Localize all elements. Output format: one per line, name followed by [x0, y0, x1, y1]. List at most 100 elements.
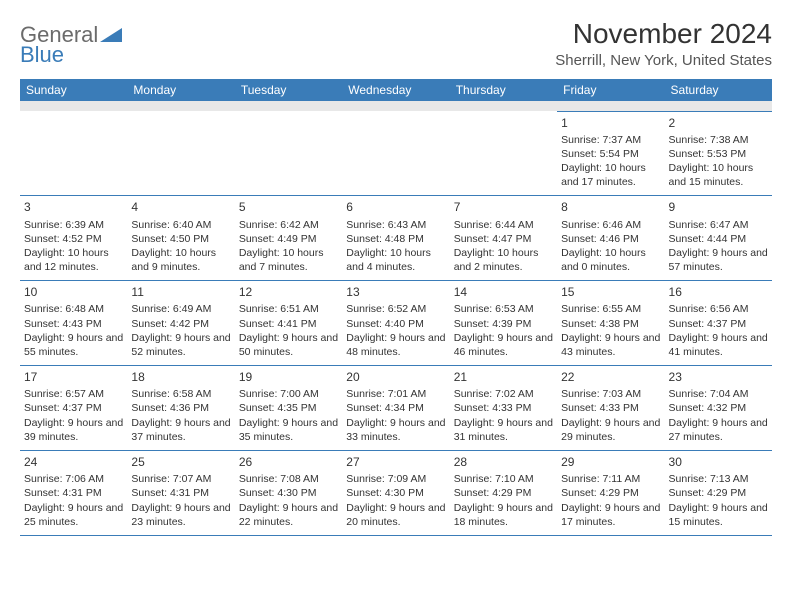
daylight-text: Daylight: 9 hours and 29 minutes.	[561, 416, 660, 444]
day-cell: 9Sunrise: 6:47 AMSunset: 4:44 PMDaylight…	[665, 196, 772, 281]
month-title: November 2024	[555, 18, 772, 50]
day-number: 23	[669, 369, 768, 385]
day-cell: 16Sunrise: 6:56 AMSunset: 4:37 PMDayligh…	[665, 281, 772, 366]
day-cell: 26Sunrise: 7:08 AMSunset: 4:30 PMDayligh…	[235, 451, 342, 536]
day-number: 24	[24, 454, 123, 470]
logo-triangle-icon	[100, 28, 122, 42]
calendar-table: SundayMondayTuesdayWednesdayThursdayFrid…	[20, 79, 772, 536]
day-cell: 7Sunrise: 6:44 AMSunset: 4:47 PMDaylight…	[450, 196, 557, 281]
sunrise-text: Sunrise: 7:11 AM	[561, 472, 660, 486]
day-cell: 25Sunrise: 7:07 AMSunset: 4:31 PMDayligh…	[127, 451, 234, 536]
day-cell: 22Sunrise: 7:03 AMSunset: 4:33 PMDayligh…	[557, 366, 664, 451]
sunset-text: Sunset: 4:34 PM	[346, 401, 445, 415]
sunset-text: Sunset: 4:52 PM	[24, 232, 123, 246]
spacer-row	[20, 101, 772, 111]
day-cell: 29 Sunrise: 7:11 AMSunset: 4:29 PMDayligh…	[557, 451, 664, 536]
sunrise-text: Sunrise: 7:37 AM	[561, 133, 660, 147]
day-number: 19	[239, 369, 338, 385]
daylight-text: Daylight: 10 hours and 9 minutes.	[131, 246, 230, 274]
day-cell: 5Sunrise: 6:42 AMSunset: 4:49 PMDaylight…	[235, 196, 342, 281]
logo-text-block: General Blue	[20, 22, 122, 68]
day-number: 28	[454, 454, 553, 470]
week-row: 3Sunrise: 6:39 AMSunset: 4:52 PMDaylight…	[20, 196, 772, 281]
sunset-text: Sunset: 4:35 PM	[239, 401, 338, 415]
day-number: 8	[561, 199, 660, 215]
header: General Blue November 2024 Sherrill, New…	[20, 18, 772, 69]
daylight-text: Daylight: 9 hours and 57 minutes.	[669, 246, 768, 274]
daylight-text: Daylight: 9 hours and 25 minutes.	[24, 501, 123, 529]
sunrise-text: Sunrise: 7:07 AM	[131, 472, 230, 486]
sunrise-text: Sunrise: 6:55 AM	[561, 302, 660, 316]
day-header-sunday: Sunday	[20, 79, 127, 101]
daylight-text: Daylight: 9 hours and 31 minutes.	[454, 416, 553, 444]
daylight-text: Daylight: 9 hours and 37 minutes.	[131, 416, 230, 444]
day-cell: 18Sunrise: 6:58 AMSunset: 4:36 PMDayligh…	[127, 366, 234, 451]
day-header-saturday: Saturday	[665, 79, 772, 101]
daylight-text: Daylight: 9 hours and 22 minutes.	[239, 501, 338, 529]
day-cell	[127, 111, 234, 196]
day-cell: 13Sunrise: 6:52 AMSunset: 4:40 PMDayligh…	[342, 281, 449, 366]
day-cell	[235, 111, 342, 196]
day-number: 20	[346, 369, 445, 385]
day-cell: 10Sunrise: 6:48 AMSunset: 4:43 PMDayligh…	[20, 281, 127, 366]
sunset-text: Sunset: 4:50 PM	[131, 232, 230, 246]
day-cell: 20Sunrise: 7:01 AMSunset: 4:34 PMDayligh…	[342, 366, 449, 451]
day-number: 11	[131, 284, 230, 300]
daylight-text: Daylight: 9 hours and 15 minutes.	[669, 501, 768, 529]
day-number: 5	[239, 199, 338, 215]
daylight-text: Daylight: 9 hours and 17 minutes.	[561, 501, 660, 529]
daylight-text: Daylight: 9 hours and 35 minutes.	[239, 416, 338, 444]
day-cell: 24Sunrise: 7:06 AMSunset: 4:31 PMDayligh…	[20, 451, 127, 536]
sunset-text: Sunset: 4:29 PM	[454, 486, 553, 500]
day-number: 29	[561, 454, 660, 470]
daylight-text: Daylight: 10 hours and 17 minutes.	[561, 161, 660, 189]
sunrise-text: Sunrise: 6:46 AM	[561, 218, 660, 232]
day-number: 13	[346, 284, 445, 300]
day-header-row: SundayMondayTuesdayWednesdayThursdayFrid…	[20, 79, 772, 101]
daylight-text: Daylight: 9 hours and 55 minutes.	[24, 331, 123, 359]
daylight-text: Daylight: 10 hours and 0 minutes.	[561, 246, 660, 274]
daylight-text: Daylight: 9 hours and 23 minutes.	[131, 501, 230, 529]
sunset-text: Sunset: 4:29 PM	[561, 486, 660, 500]
day-cell	[20, 111, 127, 196]
title-block: November 2024 Sherrill, New York, United…	[555, 18, 772, 69]
day-cell: 6Sunrise: 6:43 AMSunset: 4:48 PMDaylight…	[342, 196, 449, 281]
sunset-text: Sunset: 4:40 PM	[346, 317, 445, 331]
daylight-text: Daylight: 9 hours and 41 minutes.	[669, 331, 768, 359]
sunset-text: Sunset: 4:33 PM	[561, 401, 660, 415]
sunrise-text: Sunrise: 6:39 AM	[24, 218, 123, 232]
day-number: 26	[239, 454, 338, 470]
week-row: 24Sunrise: 7:06 AMSunset: 4:31 PMDayligh…	[20, 451, 772, 536]
sunrise-text: Sunrise: 6:51 AM	[239, 302, 338, 316]
daylight-text: Daylight: 10 hours and 12 minutes.	[24, 246, 123, 274]
day-header-tuesday: Tuesday	[235, 79, 342, 101]
day-cell: 11Sunrise: 6:49 AMSunset: 4:42 PMDayligh…	[127, 281, 234, 366]
sunrise-text: Sunrise: 6:47 AM	[669, 218, 768, 232]
sunrise-text: Sunrise: 6:44 AM	[454, 218, 553, 232]
day-number: 18	[131, 369, 230, 385]
day-number: 3	[24, 199, 123, 215]
sunrise-text: Sunrise: 6:43 AM	[346, 218, 445, 232]
sunrise-text: Sunrise: 7:06 AM	[24, 472, 123, 486]
day-cell: 23Sunrise: 7:04 AMSunset: 4:32 PMDayligh…	[665, 366, 772, 451]
day-header-wednesday: Wednesday	[342, 79, 449, 101]
day-number: 1	[561, 115, 660, 131]
daylight-text: Daylight: 9 hours and 18 minutes.	[454, 501, 553, 529]
daylight-text: Daylight: 9 hours and 39 minutes.	[24, 416, 123, 444]
daylight-text: Daylight: 9 hours and 50 minutes.	[239, 331, 338, 359]
sunset-text: Sunset: 4:48 PM	[346, 232, 445, 246]
day-number: 6	[346, 199, 445, 215]
day-cell: 19 Sunrise: 7:00 AMSunset: 4:35 PMDayligh…	[235, 366, 342, 451]
day-number: 7	[454, 199, 553, 215]
day-number: 30	[669, 454, 768, 470]
sunset-text: Sunset: 4:30 PM	[346, 486, 445, 500]
sunrise-text: Sunrise: 7:00 AM	[239, 387, 338, 401]
day-number: 16	[669, 284, 768, 300]
sunset-text: Sunset: 4:46 PM	[561, 232, 660, 246]
sunset-text: Sunset: 4:42 PM	[131, 317, 230, 331]
sunset-text: Sunset: 4:38 PM	[561, 317, 660, 331]
sunset-text: Sunset: 4:37 PM	[24, 401, 123, 415]
day-cell: 8 Sunrise: 6:46 AMSunset: 4:46 PMDaylight…	[557, 196, 664, 281]
sunset-text: Sunset: 4:29 PM	[669, 486, 768, 500]
day-cell: 4Sunrise: 6:40 AMSunset: 4:50 PMDaylight…	[127, 196, 234, 281]
